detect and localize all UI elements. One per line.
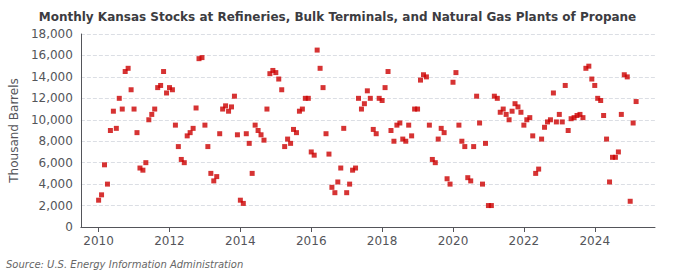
svg-text:2018: 2018 <box>367 234 398 248</box>
svg-text:4,000: 4,000 <box>39 177 73 191</box>
svg-text:14,000: 14,000 <box>31 70 73 84</box>
svg-text:2022: 2022 <box>509 234 540 248</box>
svg-text:12,000: 12,000 <box>31 91 73 105</box>
svg-text:16,000: 16,000 <box>31 48 73 62</box>
svg-text:8,000: 8,000 <box>39 134 73 148</box>
svg-text:0: 0 <box>65 220 73 234</box>
svg-text:Thousand Barrels: Thousand Barrels <box>7 78 21 183</box>
svg-text:10,000: 10,000 <box>31 113 73 127</box>
svg-text:2010: 2010 <box>83 234 114 248</box>
svg-text:2012: 2012 <box>154 234 185 248</box>
svg-text:Source: U.S. Energy Informatio: Source: U.S. Energy Information Administ… <box>6 259 243 270</box>
svg-text:18,000: 18,000 <box>31 27 73 41</box>
svg-text:2,000: 2,000 <box>39 199 73 213</box>
svg-text:Monthly Kansas Stocks at Refin: Monthly Kansas Stocks at Refineries, Bul… <box>39 10 637 24</box>
svg-text:2016: 2016 <box>296 234 327 248</box>
svg-text:2020: 2020 <box>438 234 469 248</box>
svg-text:6,000: 6,000 <box>39 156 73 170</box>
svg-text:2024: 2024 <box>579 234 610 248</box>
svg-text:2014: 2014 <box>225 234 256 248</box>
